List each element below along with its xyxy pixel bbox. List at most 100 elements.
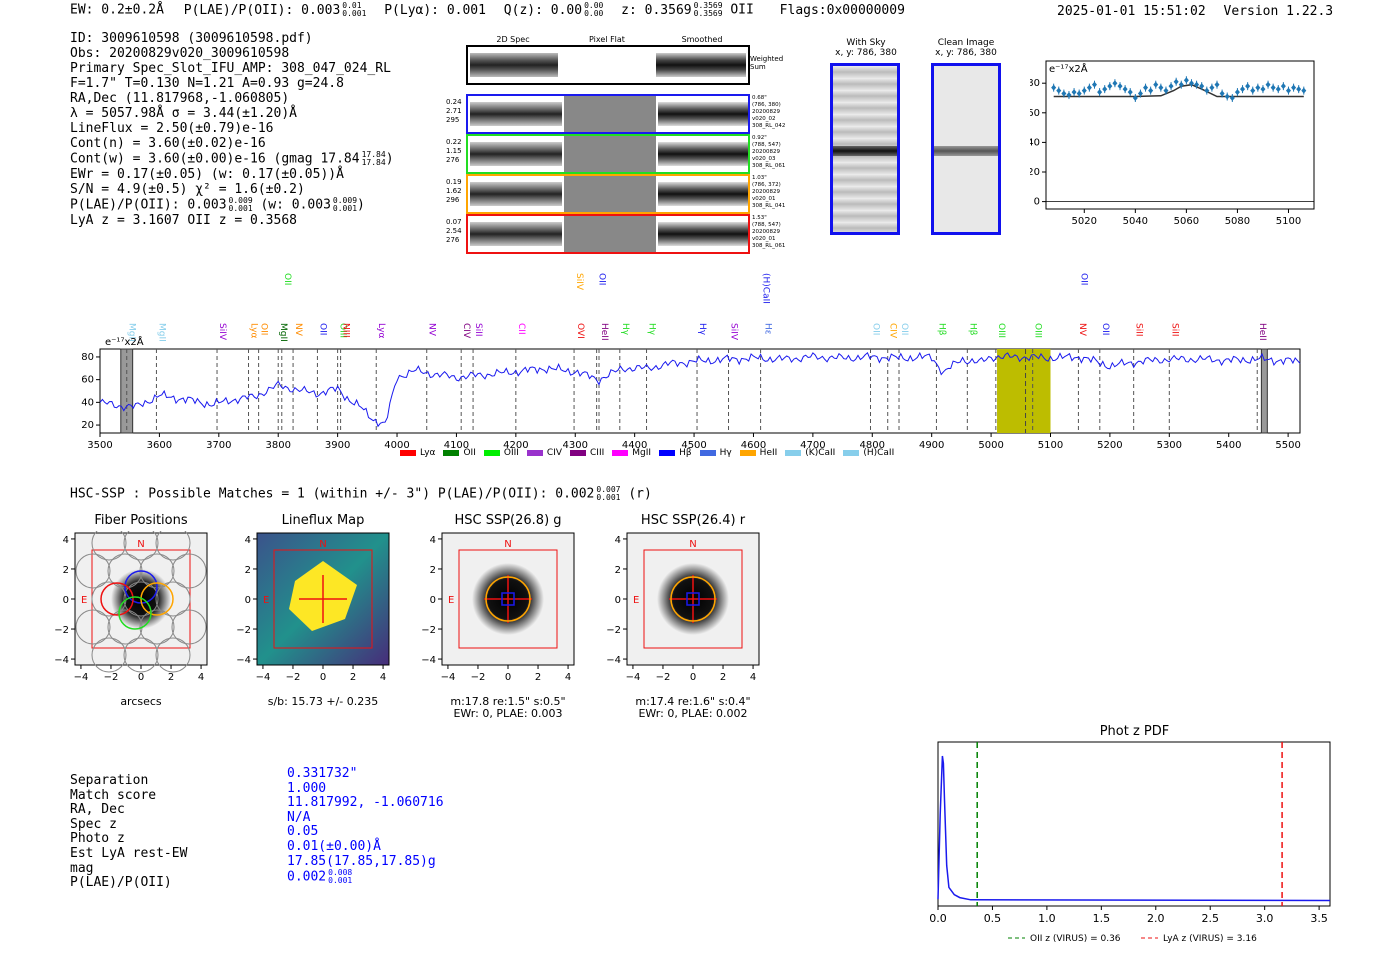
hsc-panel-plot: N E 4 2 0 −2 −4 −4 −2 0 2 4 [606, 532, 760, 683]
spectrum-legend-swatch [526, 450, 543, 456]
cutout-row-meta: 0.68" (786, 380) 20200829 v020_02 308_RL_042 [752, 95, 785, 130]
fiber-circle [91, 637, 127, 673]
zoom-point [1188, 80, 1194, 87]
hsc-xtick-label: −4 [74, 672, 89, 683]
match-value: 0.01(±0.00)Å [287, 838, 381, 854]
header-flags: Flags:0x00000009 [779, 2, 905, 18]
hsc-ytick-label: 0 [430, 595, 436, 606]
spectrum-line-label: CIV [888, 323, 898, 339]
spectrum-xtick-label: 5100 [1038, 440, 1063, 451]
spectrum-line-label: OII [1078, 273, 1088, 285]
match-label: Photo z [70, 831, 125, 847]
hsc-ytick-label: 2 [430, 565, 436, 576]
info-id: ID: 3009610598 (3009610598.pdf) [70, 31, 313, 46]
zoom-point [1076, 90, 1082, 97]
fiber-circle [139, 609, 175, 645]
spectrum-sky-mask [1260, 348, 1268, 434]
cutout-stat: 0.19 [446, 178, 462, 186]
spectrum-legend-label: CIII [590, 448, 605, 458]
spectrum-line-label: OIII [1033, 323, 1043, 338]
fiber-orange [140, 582, 174, 616]
spectrum-legend-swatch [612, 450, 629, 456]
zoom-plot-xticks: 5020 5040 5060 5080 5100 [1072, 209, 1301, 227]
fiber-green [118, 596, 152, 630]
cutout-meta-line: v020_02 [752, 116, 776, 122]
cutout-2d-strip [470, 102, 562, 126]
zoom-point [1229, 95, 1235, 101]
zoom-point [1296, 86, 1302, 93]
spectrum-line-label: SiIV [217, 323, 227, 341]
spectrum-legend: Lyα OII OIII CIV CIII MgII Hβ Hγ HeII (K)CaII (H)C… [400, 448, 894, 458]
fiber-circle [123, 581, 159, 617]
cutout-meta-line: 0.92" [752, 135, 767, 141]
spectrum-ytick-label: 80 [81, 352, 94, 363]
spectrum-line-label: SiII [473, 323, 483, 337]
spectrum-legend-swatch [400, 450, 416, 456]
spectrum-line-label: OII [870, 323, 880, 335]
header-qz: Q(z): 0.00 [503, 2, 583, 18]
hsc-ytick-label: −4 [606, 655, 621, 666]
spectrum-line-label: OII [899, 323, 909, 335]
match-value: 17.85(17.85,17.85)g [287, 853, 436, 869]
fiber-circle [123, 531, 159, 561]
hsc-ytick-label: 0 [615, 595, 621, 606]
photz-xtick-label: 2.5 [1201, 912, 1219, 925]
clean-image-trace [934, 146, 998, 156]
cutout-row-stats: 0.24 2.71 295 [446, 98, 462, 125]
hsc-center-box [686, 592, 700, 606]
zoom-point [1301, 87, 1307, 94]
hsc-panel-plot: N E 4 2 0 −2 −4 −4 −2 0 2 4 [421, 532, 575, 683]
match-labels: Separation Match score RA, Dec Spec z Photo … [70, 773, 187, 891]
cutout-stat: 0.22 [446, 138, 462, 146]
spectrum-line-label: Hβ [936, 323, 946, 336]
hsc-xtick-label: 0 [505, 672, 511, 683]
spectrum-line-label: HeII [1257, 323, 1267, 341]
hsc-aperture-box [273, 549, 373, 649]
zoom-point [1132, 95, 1138, 101]
spectrum-line-label: Hγ [647, 323, 657, 336]
spectrum-line-label: SiIV [574, 273, 584, 291]
spectrum-legend-label: CIV [546, 448, 563, 458]
fiber-red [100, 582, 134, 616]
header-version: Version 1.22.3 [1223, 4, 1334, 19]
spectrum-line-label: CII [516, 323, 526, 335]
hsc-north-label: N [137, 539, 144, 550]
spectrum-legend-item: MgII [612, 448, 651, 458]
fiber-circle [171, 609, 207, 645]
weighted-smoothed-strip [656, 53, 746, 77]
cutout-flat-strip [564, 96, 656, 132]
zoom-point [1240, 86, 1246, 93]
match-value: N/A [287, 809, 311, 825]
zoom-point [1148, 87, 1154, 94]
spectrum-line-label: SiIV [729, 323, 739, 341]
spectrum-legend-swatch [699, 450, 716, 456]
spectrum-xtick-label: 4400 [622, 440, 647, 451]
cutout-smoothed-strip [658, 102, 748, 126]
zoom-plot-frame [1045, 60, 1315, 210]
hsc-north-label: N [504, 539, 511, 550]
cutout-stat: 0.24 [446, 98, 462, 106]
zoom-point [1117, 83, 1123, 90]
hsc-panel-plot: N E 4 2 0 −2 −4 −4 −2 0 2 4 [236, 532, 390, 683]
spectrum-line-label: (H)CaII [761, 273, 771, 304]
spectrum-xtick-label: 4300 [563, 440, 588, 451]
weighted-sum-label: Weighted Sum [750, 55, 784, 71]
match-values: 0.331732" 1.000 11.817992, -1.060716 N/A 0.0… [287, 766, 444, 885]
header-z-line: OII [730, 2, 754, 18]
cutout-meta-line: v020_03 [752, 156, 776, 162]
zoom-point [1204, 87, 1210, 94]
match-value: 11.817992, -1.060716 [287, 795, 444, 811]
cutout-meta-line: 308_RL_061 [752, 243, 786, 249]
cutout-stat: 276 [446, 236, 460, 244]
fiber-circle [155, 637, 191, 673]
spectrum-xtick-label: 3900 [325, 440, 350, 451]
spectrum-legend-label: OII [463, 448, 476, 458]
hsc-east-label: E [263, 595, 269, 606]
spectrum-flux-line [99, 351, 1301, 428]
spectrum-xtick-label: 4100 [444, 440, 469, 451]
zoom-ytick-label: 40 [1030, 137, 1040, 148]
cutout-meta-line: 20200829 [752, 229, 780, 235]
spectrum-legend-item: Hβ [659, 448, 692, 458]
spectrum-line-label: Lyα [376, 323, 386, 339]
